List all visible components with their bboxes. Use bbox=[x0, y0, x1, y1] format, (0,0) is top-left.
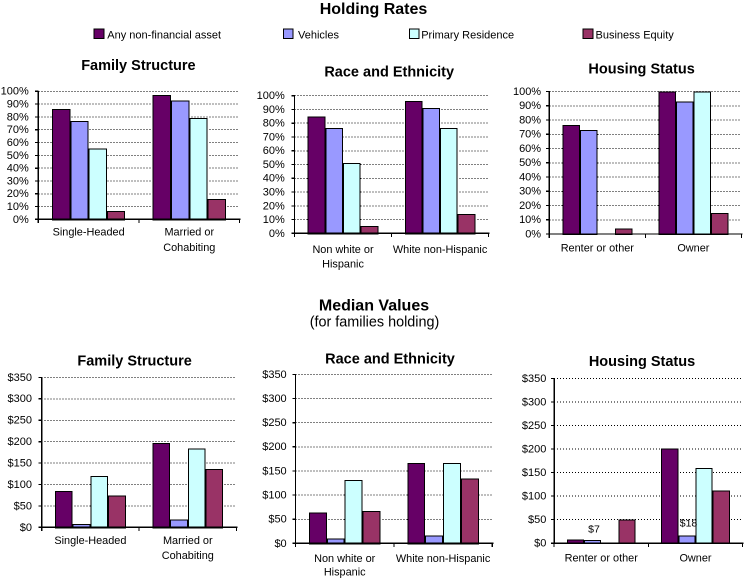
svg-text:$50: $50 bbox=[14, 500, 32, 512]
svg-text:Family Structure: Family Structure bbox=[81, 58, 195, 74]
svg-text:White non-Hispanic: White non-Hispanic bbox=[396, 553, 491, 565]
svg-text:$350: $350 bbox=[8, 372, 32, 384]
svg-text:$0: $0 bbox=[20, 522, 32, 534]
svg-text:100%: 100% bbox=[513, 86, 541, 98]
svg-text:60%: 60% bbox=[263, 145, 285, 157]
svg-text:Single-Headed: Single-Headed bbox=[54, 535, 126, 547]
svg-text:Renter or other: Renter or other bbox=[561, 243, 635, 255]
svg-text:$50: $50 bbox=[528, 514, 546, 526]
svg-text:Housing Status: Housing Status bbox=[588, 61, 694, 77]
svg-text:0%: 0% bbox=[13, 214, 29, 226]
svg-text:Primary Residence: Primary Residence bbox=[421, 29, 514, 41]
svg-text:40%: 40% bbox=[263, 173, 285, 185]
svg-text:Holding Rates: Holding Rates bbox=[320, 1, 428, 18]
svg-text:40%: 40% bbox=[7, 163, 29, 175]
svg-text:Owner: Owner bbox=[679, 552, 711, 564]
svg-text:$200: $200 bbox=[8, 436, 32, 448]
svg-text:Hispanic: Hispanic bbox=[324, 567, 366, 579]
svg-text:80%: 80% bbox=[263, 118, 285, 130]
svg-text:40%: 40% bbox=[519, 171, 541, 183]
svg-text:90%: 90% bbox=[7, 99, 29, 111]
svg-text:Non white or: Non white or bbox=[314, 553, 376, 565]
svg-text:$300: $300 bbox=[262, 393, 286, 405]
svg-text:$100: $100 bbox=[8, 479, 32, 491]
svg-text:50%: 50% bbox=[7, 150, 29, 162]
svg-text:$0: $0 bbox=[534, 538, 546, 550]
svg-text:10%: 10% bbox=[263, 214, 285, 226]
svg-text:70%: 70% bbox=[263, 131, 285, 143]
svg-text:Vehicles: Vehicles bbox=[298, 29, 339, 41]
svg-text:Owner: Owner bbox=[677, 243, 709, 255]
svg-text:$300: $300 bbox=[8, 393, 32, 405]
svg-text:$350: $350 bbox=[262, 369, 286, 381]
svg-text:Non white or: Non white or bbox=[312, 244, 374, 256]
svg-text:Housing Status: Housing Status bbox=[589, 354, 695, 370]
svg-text:Any non-financial asset: Any non-financial asset bbox=[107, 29, 221, 41]
svg-text:Race and Ethnicity: Race and Ethnicity bbox=[324, 65, 454, 81]
svg-text:$350: $350 bbox=[522, 373, 546, 385]
svg-text:Married or: Married or bbox=[164, 227, 214, 239]
svg-text:20%: 20% bbox=[519, 200, 541, 212]
svg-text:Median Values: Median Values bbox=[319, 298, 429, 315]
svg-text:80%: 80% bbox=[519, 114, 541, 126]
svg-text:$150: $150 bbox=[262, 465, 286, 477]
svg-text:Business Equity: Business Equity bbox=[596, 29, 675, 41]
svg-text:10%: 10% bbox=[519, 214, 541, 226]
svg-text:$100: $100 bbox=[262, 490, 286, 502]
svg-text:$250: $250 bbox=[522, 420, 546, 432]
svg-text:Hispanic: Hispanic bbox=[322, 258, 364, 270]
svg-text:0%: 0% bbox=[269, 228, 285, 240]
svg-text:70%: 70% bbox=[7, 124, 29, 136]
svg-text:0%: 0% bbox=[525, 228, 541, 240]
svg-text:$7: $7 bbox=[588, 524, 600, 536]
svg-text:90%: 90% bbox=[519, 100, 541, 112]
svg-text:$200: $200 bbox=[522, 443, 546, 455]
svg-text:30%: 30% bbox=[519, 186, 541, 198]
svg-text:50%: 50% bbox=[519, 157, 541, 169]
svg-text:Married or: Married or bbox=[163, 535, 213, 547]
svg-text:20%: 20% bbox=[263, 200, 285, 212]
svg-text:100%: 100% bbox=[257, 90, 285, 102]
svg-text:$250: $250 bbox=[262, 417, 286, 429]
svg-text:Race and Ethnicity: Race and Ethnicity bbox=[325, 351, 455, 367]
svg-text:Family Structure: Family Structure bbox=[77, 353, 191, 369]
svg-text:$18: $18 bbox=[680, 518, 698, 530]
svg-text:Cohabiting: Cohabiting bbox=[162, 550, 214, 562]
svg-text:$200: $200 bbox=[262, 441, 286, 453]
svg-text:60%: 60% bbox=[519, 143, 541, 155]
svg-text:30%: 30% bbox=[263, 186, 285, 198]
svg-text:80%: 80% bbox=[7, 111, 29, 123]
svg-text:$100: $100 bbox=[522, 490, 546, 502]
svg-text:(for families holding): (for families holding) bbox=[310, 315, 440, 331]
svg-text:White non-Hispanic: White non-Hispanic bbox=[393, 244, 488, 256]
svg-text:Cohabiting: Cohabiting bbox=[163, 242, 215, 254]
svg-text:90%: 90% bbox=[263, 104, 285, 116]
svg-text:$150: $150 bbox=[8, 458, 32, 470]
svg-text:10%: 10% bbox=[7, 201, 29, 213]
svg-text:50%: 50% bbox=[263, 159, 285, 171]
svg-text:$50: $50 bbox=[268, 514, 286, 526]
svg-text:30%: 30% bbox=[7, 175, 29, 187]
svg-text:$250: $250 bbox=[8, 415, 32, 427]
svg-text:60%: 60% bbox=[7, 137, 29, 149]
svg-text:70%: 70% bbox=[519, 129, 541, 141]
svg-text:20%: 20% bbox=[7, 188, 29, 200]
svg-text:Single-Headed: Single-Headed bbox=[53, 227, 125, 239]
svg-text:$150: $150 bbox=[522, 467, 546, 479]
svg-text:$300: $300 bbox=[522, 396, 546, 408]
svg-text:$0: $0 bbox=[274, 538, 286, 550]
svg-text:Renter or other: Renter or other bbox=[565, 552, 639, 564]
svg-text:100%: 100% bbox=[1, 86, 29, 98]
